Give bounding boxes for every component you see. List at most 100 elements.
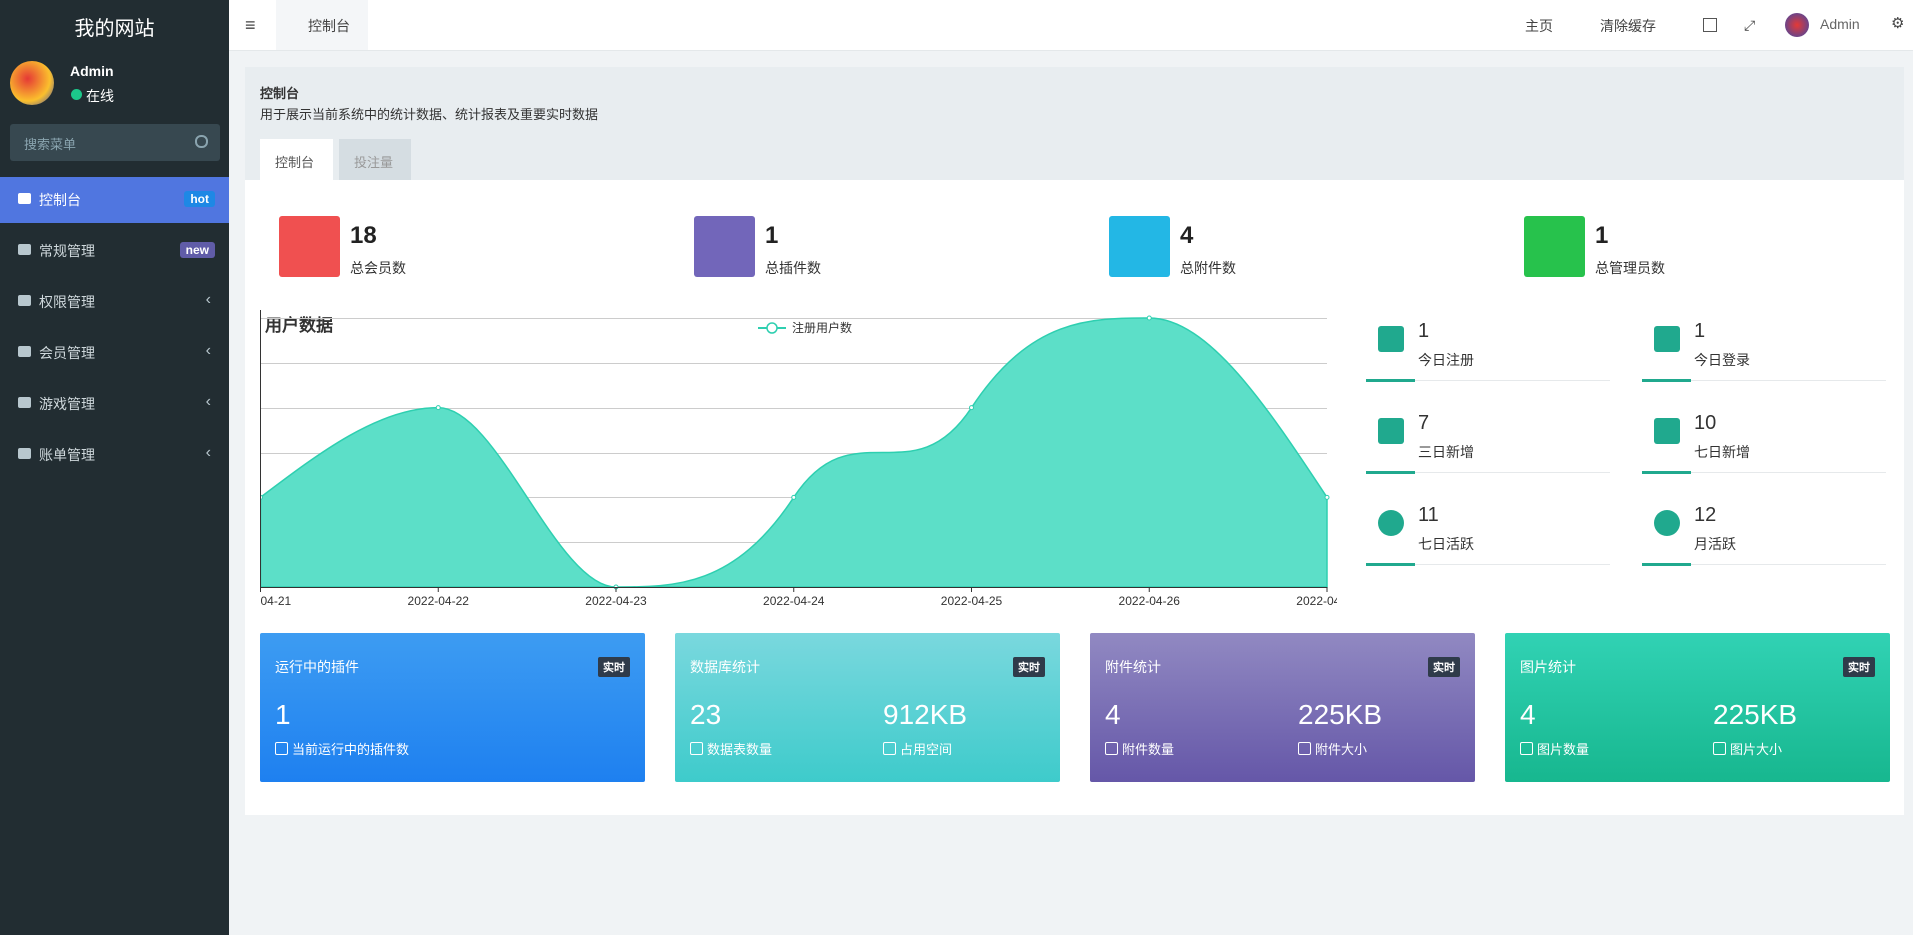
stat-icon — [279, 216, 340, 277]
mini-value: 11 — [1418, 504, 1439, 526]
card-label: 附件数量 — [1122, 742, 1175, 757]
menu-label: 控制台 — [39, 192, 81, 208]
avatar — [10, 61, 54, 105]
x-tick-label: 2022-04-27 — [1296, 594, 1337, 608]
settings-icon[interactable]: ⚙ — [1891, 15, 1905, 32]
card-value: 4 — [1520, 699, 1536, 730]
stat-card: 附件统计 实时 4 附件数量 225KB 附件大小 — [1090, 633, 1475, 782]
stat-value: 1 — [765, 222, 779, 249]
stat-label: 总会员数 — [350, 260, 406, 276]
mini-value: 1 — [1694, 320, 1706, 342]
panel-header — [245, 67, 1904, 180]
header-avatar — [1785, 13, 1809, 37]
card-label: 附件大小 — [1315, 742, 1368, 757]
card-title: 图片统计 — [1520, 659, 1576, 675]
menu-item[interactable]: 权限管理 ‹ — [0, 279, 229, 325]
tab[interactable]: 投注量 — [339, 139, 411, 180]
mini-icon — [1654, 510, 1680, 536]
card-badge: 实时 — [1013, 657, 1045, 677]
x-tick-label: 2022-04-21 — [260, 594, 292, 608]
user-name: Admin — [70, 63, 114, 79]
x-tick-label: 2022-04-24 — [763, 594, 825, 608]
card-value: 225KB — [1298, 699, 1383, 730]
mini-icon — [1378, 326, 1404, 352]
stat-label: 总插件数 — [765, 260, 821, 276]
menu-item[interactable]: 常规管理 new — [0, 228, 229, 274]
tab-label: 投注量 — [354, 155, 394, 170]
accent — [1642, 471, 1691, 474]
mini-label: 三日新增 — [1418, 444, 1474, 460]
card-title: 附件统计 — [1105, 659, 1161, 675]
menu-item[interactable]: 会员管理 ‹ — [0, 330, 229, 376]
menu-label: 游戏管理 — [39, 396, 95, 412]
point — [969, 405, 974, 411]
header-user[interactable]: Admin — [1820, 16, 1860, 32]
stat-card: 数据库统计 实时 23 数据表数量 912KB 占用空间 — [675, 633, 1060, 782]
menu-label: 账单管理 — [39, 447, 95, 463]
search-placeholder: 搜索菜单 — [24, 137, 77, 152]
x-tick-label: 2022-04-26 — [1119, 594, 1181, 608]
card-value: 1 — [275, 699, 291, 730]
mini-value: 12 — [1694, 504, 1717, 526]
menu-badge: hot — [184, 191, 215, 207]
user-status: 在线 — [86, 88, 114, 104]
tab[interactable]: 控制台 — [260, 139, 333, 180]
chart: 用户数据 注册用户数 2022-04-21 2022-04-22 2022-04-23… — [260, 310, 1337, 608]
card-label: 图片大小 — [1730, 742, 1783, 757]
header-link[interactable]: 主页 — [1525, 18, 1553, 34]
card-label: 数据表数量 — [707, 742, 773, 757]
search-icon — [195, 135, 208, 148]
mini-icon — [1378, 418, 1404, 444]
stat-label: 总管理员数 — [1595, 260, 1665, 276]
x-tick-label: 2022-04-23 — [585, 594, 647, 608]
x-tick-label: 2022-04-25 — [941, 594, 1003, 608]
point — [435, 405, 441, 411]
legend-label: 注册用户数 — [792, 320, 852, 335]
page-title: 控制台 — [260, 86, 300, 101]
menu-item[interactable]: 账单管理 ‹ — [0, 432, 229, 478]
stat-value: 18 — [350, 222, 377, 249]
card-icon — [1713, 742, 1726, 755]
menu-badge: new — [179, 242, 215, 258]
point — [791, 494, 797, 500]
menu-item[interactable]: 游戏管理 ‹ — [0, 381, 229, 427]
accent — [1366, 563, 1415, 566]
divider — [1642, 472, 1886, 473]
header-tab[interactable]: 控制台 — [276, 0, 368, 50]
card-title: 数据库统计 — [690, 659, 760, 675]
stat-value: 1 — [1595, 222, 1609, 249]
accent — [1366, 379, 1415, 382]
mini-label: 月活跃 — [1694, 536, 1736, 552]
mini-value: 1 — [1418, 320, 1430, 342]
stat-value: 4 — [1180, 222, 1194, 249]
mini-icon — [1378, 510, 1404, 536]
card-badge: 实时 — [1843, 657, 1875, 677]
card-title: 运行中的插件 — [275, 659, 359, 675]
divider — [1642, 564, 1886, 565]
accent — [1642, 379, 1691, 382]
legend-marker — [766, 322, 778, 334]
chart-title: 用户数据 — [265, 315, 333, 335]
accent — [1642, 563, 1691, 566]
card-value: 4 — [1105, 699, 1121, 730]
divider — [1366, 380, 1610, 381]
search-box[interactable]: 搜索菜单 — [10, 124, 220, 161]
fullscreen-icon[interactable]: ⤢ — [1744, 17, 1756, 33]
area — [260, 317, 1328, 588]
menu-toggle[interactable]: ≡ — [245, 15, 256, 35]
logo[interactable]: 我的网站 — [74, 18, 155, 40]
card-icon — [883, 742, 896, 755]
menu-item[interactable]: 控制台 hot — [0, 177, 229, 223]
mini-icon — [1654, 418, 1680, 444]
card-badge: 实时 — [598, 657, 630, 677]
stat-icon — [1109, 216, 1170, 277]
sidebar: 我的网站 Admin 在线 搜索菜单 控制台 hot 常规管理 new 权限管理 ‹ … — [0, 0, 229, 935]
mini-label: 七日新增 — [1694, 444, 1750, 460]
lang-icon[interactable] — [1703, 18, 1717, 32]
point — [1324, 494, 1330, 500]
mini-label: 今日登录 — [1694, 352, 1750, 368]
x-tick-label: 2022-04-22 — [408, 594, 470, 608]
header-link[interactable]: 清除缓存 — [1600, 18, 1656, 34]
divider — [1366, 472, 1610, 473]
